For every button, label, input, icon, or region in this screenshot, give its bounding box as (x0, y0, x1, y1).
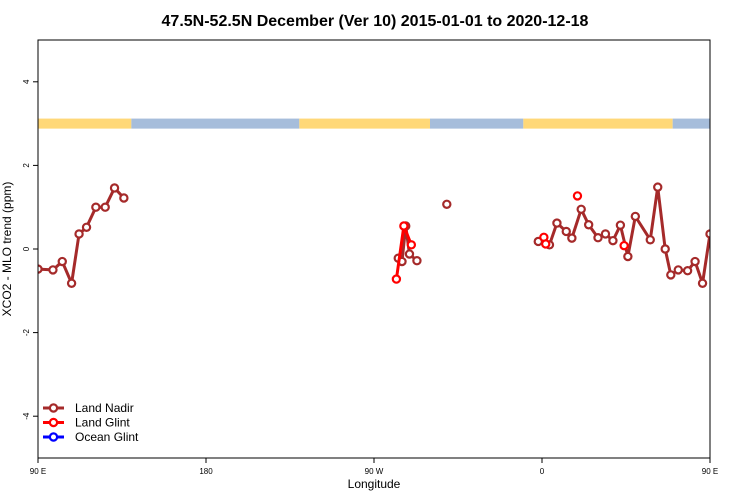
plot-content (38, 118, 747, 288)
x-tick-label: 90 E (702, 467, 718, 476)
land-nadir-point (623, 251, 633, 262)
land-nadir-point (697, 278, 708, 288)
land-nadir-point (567, 233, 577, 243)
y-axis-label: XCO2 - MLO trend (ppm) (0, 182, 14, 317)
x-axis-label: Longitude (348, 477, 401, 491)
land-nadir-point (615, 220, 626, 230)
land-band-segment (38, 118, 132, 129)
ocean-band-segment (131, 118, 300, 129)
land-nadir-point (660, 244, 670, 254)
y-tick-label: 2 (22, 163, 31, 168)
legend-item-ocean-glint: Ocean Glint (43, 430, 139, 444)
x-axis: 90 E 180 90 W 0 90 E (30, 458, 718, 476)
land-glint-point (619, 240, 629, 251)
x-tick-label: 0 (540, 467, 545, 476)
legend-label: Ocean Glint (75, 430, 139, 444)
land-glint-point (406, 240, 417, 250)
land-nadir-point (66, 278, 77, 288)
legend-item-land-nadir: Land Nadir (43, 401, 134, 415)
land-nadir-point (48, 265, 58, 275)
land-nadir-point (608, 235, 618, 246)
land-nadir-point (645, 235, 655, 245)
land-band-segment (523, 118, 673, 129)
legend-swatch-marker (48, 403, 59, 413)
land-nadir-point (723, 204, 730, 211)
land-nadir-point (583, 220, 594, 230)
x-tick-label: 90 E (30, 467, 46, 476)
land-nadir-point (673, 265, 683, 275)
ocean-band-segment (672, 118, 710, 129)
legend-label: Land Nadir (75, 401, 134, 415)
land-nadir-point (576, 204, 586, 214)
land-nadir-point (119, 193, 129, 203)
land-glint-point (391, 274, 402, 284)
land-nadir-point (552, 218, 562, 228)
land-nadir-point (593, 233, 603, 243)
legend-label: Land Glint (75, 416, 130, 430)
legend-swatch-marker (48, 432, 59, 442)
land-nadir-point (740, 184, 747, 191)
y-tick-label: -2 (22, 328, 31, 336)
land-glint-point (572, 191, 583, 201)
x-tick-label: 90 W (365, 467, 384, 476)
land-nadir-point (442, 199, 452, 209)
land-nadir-point (81, 222, 92, 232)
land-nadir-point (731, 204, 738, 211)
land-nadir-point (705, 229, 710, 239)
ocean-band-segment (430, 118, 524, 129)
land-nadir-point (412, 256, 422, 266)
legend-item-land-glint: Land Glint (43, 416, 130, 430)
y-axis: -4 -2 0 2 4 (22, 79, 38, 420)
land-nadir-point (666, 270, 676, 280)
land-nadir-point (630, 211, 641, 222)
land-nadir-point (714, 224, 721, 231)
land-nadir-point (561, 226, 571, 237)
land-nadir-point (57, 256, 67, 267)
x-tick-label: 180 (199, 467, 213, 476)
land-nadir-point (682, 266, 693, 276)
land-nadir-point (100, 202, 110, 212)
legend-swatch-marker (48, 417, 59, 428)
y-tick-label: 4 (22, 79, 31, 84)
land-nadir-point (109, 183, 120, 193)
land-glint-point (541, 239, 551, 249)
y-tick-label: -4 (22, 412, 31, 420)
land-nadir-point (653, 182, 663, 192)
chart-title: 47.5N-52.5N December (Ver 10) 2015-01-01… (162, 13, 589, 30)
land-glint-point (399, 221, 409, 231)
land-nadir-point (600, 229, 611, 239)
y-tick-label: 0 (22, 246, 31, 251)
land-nadir-point (690, 256, 700, 267)
plot-frame (37, 39, 711, 459)
plot-area (38, 118, 747, 288)
land-nadir-line (38, 186, 125, 285)
land-band-segment (299, 118, 430, 129)
land-nadir-point (74, 229, 84, 239)
land-nadir-point (404, 249, 415, 259)
land-nadir-point (91, 202, 101, 212)
